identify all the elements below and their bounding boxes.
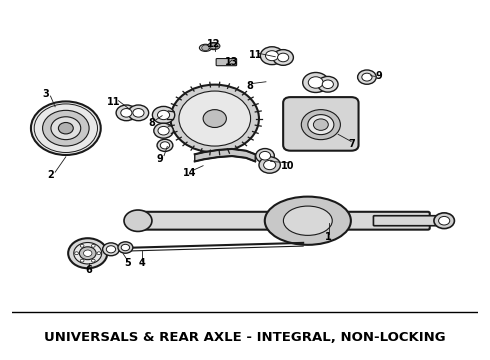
Circle shape [203,110,226,127]
Circle shape [106,246,116,253]
Circle shape [273,50,294,65]
Text: 10: 10 [281,161,294,171]
Text: 9: 9 [376,71,382,81]
Circle shape [154,123,173,138]
Text: 6: 6 [86,265,93,275]
Circle shape [362,73,372,81]
Circle shape [43,111,89,146]
Circle shape [266,51,278,61]
Circle shape [308,114,334,135]
Text: 9: 9 [157,154,164,163]
Circle shape [439,216,450,225]
Circle shape [157,139,173,152]
Text: 11: 11 [107,97,121,107]
Circle shape [322,80,333,89]
Circle shape [358,70,376,84]
Circle shape [74,252,78,255]
Circle shape [259,152,270,160]
Circle shape [80,259,84,262]
Circle shape [259,157,280,173]
Circle shape [301,110,341,140]
Circle shape [158,126,169,135]
FancyBboxPatch shape [216,59,237,66]
Ellipse shape [199,44,212,51]
Text: 1: 1 [325,232,332,242]
Circle shape [157,111,170,120]
Circle shape [160,142,170,149]
Circle shape [128,105,148,121]
FancyBboxPatch shape [135,212,430,230]
Circle shape [68,238,107,268]
Ellipse shape [265,197,351,245]
Circle shape [277,53,289,62]
Circle shape [102,243,120,256]
Circle shape [92,244,95,247]
Text: UNIVERSALS & REAR AXLE - INTEGRAL, NON-LOCKING: UNIVERSALS & REAR AXLE - INTEGRAL, NON-L… [44,331,446,344]
Text: 7: 7 [349,139,355,149]
Circle shape [121,109,132,117]
Circle shape [79,247,96,260]
Circle shape [152,107,175,123]
Ellipse shape [283,206,332,235]
Text: 13: 13 [225,57,239,67]
Circle shape [202,45,209,51]
Circle shape [124,210,152,231]
FancyBboxPatch shape [373,216,443,226]
Circle shape [118,242,133,253]
Circle shape [121,244,129,251]
Text: 4: 4 [138,258,145,268]
Circle shape [58,122,74,134]
Text: 5: 5 [124,258,131,268]
Circle shape [179,91,250,146]
Circle shape [264,160,276,170]
Text: 8: 8 [148,118,155,128]
Circle shape [116,105,137,121]
Circle shape [434,213,454,229]
Circle shape [260,47,284,64]
Circle shape [308,77,323,88]
Text: 3: 3 [43,89,49,99]
Circle shape [51,117,81,140]
Text: 11: 11 [249,50,263,60]
FancyBboxPatch shape [283,97,359,151]
Ellipse shape [208,42,220,50]
Circle shape [314,119,328,130]
Circle shape [97,252,101,255]
Circle shape [171,85,259,153]
Text: 14: 14 [183,168,197,178]
Circle shape [318,76,338,92]
Circle shape [303,72,329,93]
Circle shape [133,109,144,117]
Text: 12: 12 [207,39,220,49]
Circle shape [83,250,92,256]
Circle shape [92,259,95,262]
Circle shape [31,102,101,155]
Circle shape [256,149,274,163]
Circle shape [210,43,218,49]
Text: 2: 2 [47,170,54,180]
Text: 8: 8 [246,81,253,91]
Circle shape [80,244,84,247]
Circle shape [74,243,101,264]
Polygon shape [195,149,255,161]
